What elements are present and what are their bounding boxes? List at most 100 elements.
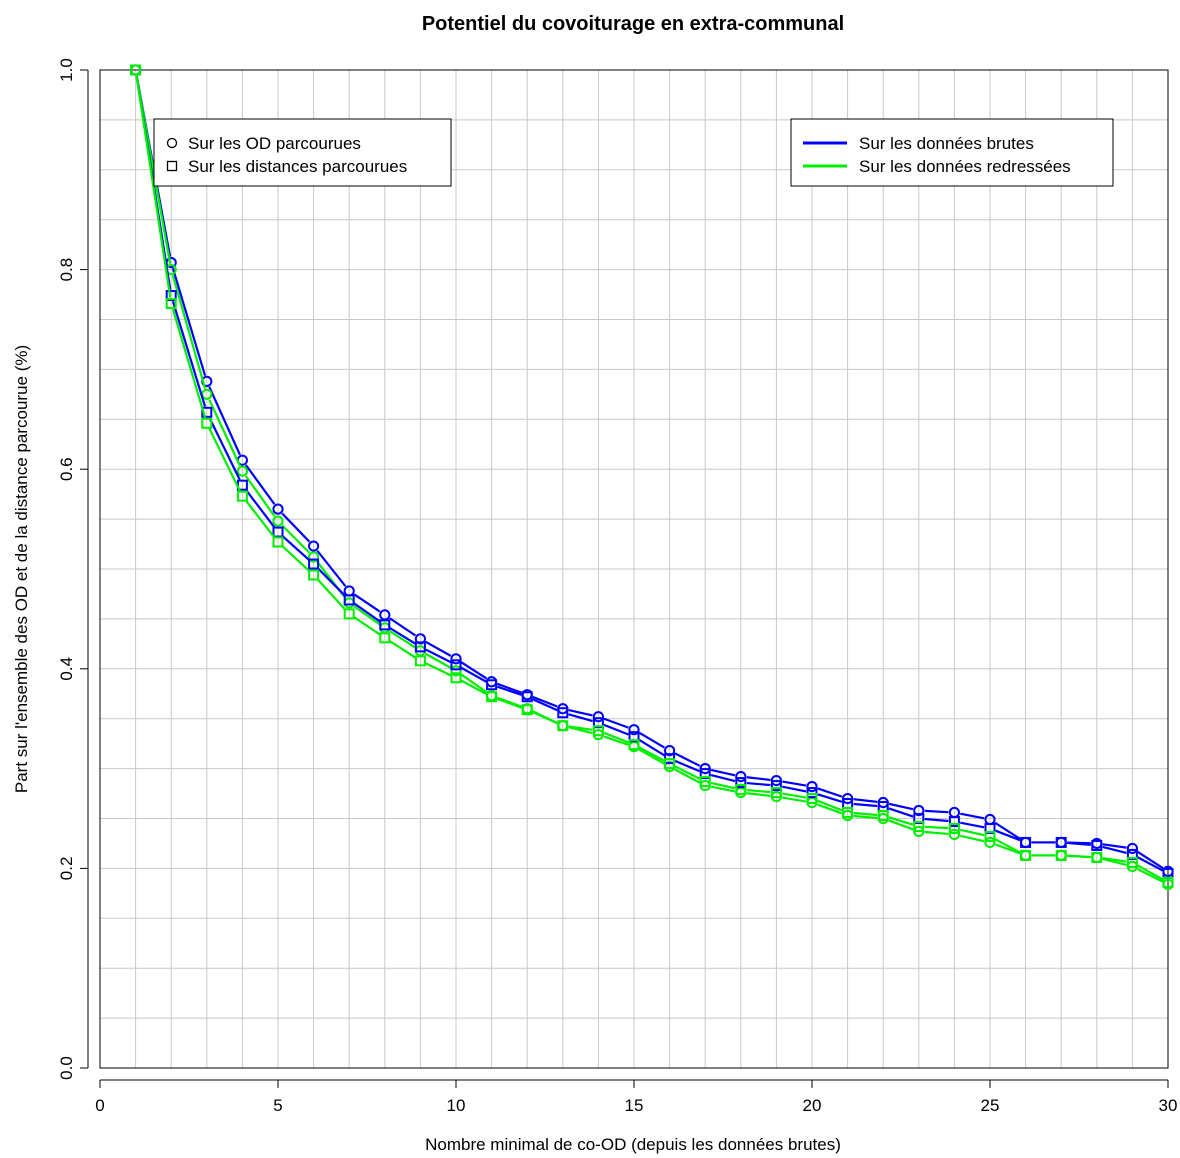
data-point-square xyxy=(308,569,320,581)
x-tick-label: 15 xyxy=(625,1096,644,1115)
series-line-segment xyxy=(281,524,311,554)
data-point-square xyxy=(1162,876,1174,888)
data-point-square xyxy=(735,777,747,789)
series-line-segment xyxy=(171,275,207,389)
series-3 xyxy=(130,64,1174,888)
series-line-segment xyxy=(568,725,593,731)
legend-colors-label-0: Sur les données brutes xyxy=(859,134,1034,153)
legend-markers-label-0: Sur les OD parcourues xyxy=(188,134,361,153)
x-tick-label: 25 xyxy=(981,1096,1000,1115)
y-tick-label: 1.0 xyxy=(57,58,76,82)
y-axis: 0.0 0.2 0.4 0.6 0.8 1.0 xyxy=(57,58,89,1080)
data-point-circle xyxy=(450,665,462,677)
series-line-segment xyxy=(853,811,878,817)
series-line-segment xyxy=(389,627,416,645)
series-line-segment xyxy=(746,776,771,782)
series-line-segment xyxy=(603,735,629,746)
data-point-square xyxy=(1055,836,1067,848)
series-line-segment xyxy=(888,802,914,811)
series-line-segment xyxy=(1102,857,1127,863)
chart-title: Potentiel du covoiturage en extra-commun… xyxy=(422,13,844,35)
data-point-square xyxy=(1126,848,1138,860)
data-point-square xyxy=(628,739,640,751)
data-point-circle xyxy=(806,780,818,793)
x-axis-label: Nombre minimal de co-OD (depuis les donn… xyxy=(425,1135,841,1154)
x-tick-label: 0 xyxy=(95,1096,104,1115)
series-line-segment xyxy=(171,308,207,418)
data-point-square xyxy=(165,290,177,302)
x-tick-label: 5 xyxy=(273,1096,282,1115)
series-line-segment xyxy=(603,723,629,736)
series-line-segment xyxy=(960,821,985,829)
data-point-circle xyxy=(913,804,925,817)
data-point-circle xyxy=(308,551,320,563)
data-point-square xyxy=(592,717,604,729)
data-point-square xyxy=(379,632,391,644)
series-line-segment xyxy=(1136,850,1164,870)
data-point-circle xyxy=(984,836,996,849)
series-line-segment xyxy=(460,673,488,694)
series-2 xyxy=(130,64,1174,879)
series-line-segment xyxy=(532,711,558,725)
series-line-segment xyxy=(425,648,452,664)
data-point-circle xyxy=(414,633,426,645)
series-line-segment xyxy=(710,768,736,777)
data-point-square xyxy=(1091,839,1103,851)
series-line-segment xyxy=(425,662,452,677)
data-point-square xyxy=(414,655,426,667)
data-point-square xyxy=(308,558,320,570)
series-line-segment xyxy=(208,399,241,467)
data-point-square xyxy=(343,608,355,620)
series-line-segment xyxy=(782,780,807,787)
series-line-segment xyxy=(638,746,665,762)
series-line-segment xyxy=(817,803,843,815)
series-line-segment xyxy=(888,807,914,818)
series-line-segment xyxy=(208,386,241,456)
data-point-square xyxy=(948,822,960,834)
series-line-segment xyxy=(460,679,487,695)
series-line-segment xyxy=(353,593,381,613)
series-line-segment xyxy=(496,685,522,696)
data-point-circle xyxy=(664,745,676,757)
series-line-segment xyxy=(995,843,1021,855)
x-tick-label: 10 xyxy=(447,1096,466,1115)
series-line-segment xyxy=(960,812,985,820)
y-tick-label: 0.4 xyxy=(57,657,76,681)
series-line-segment xyxy=(1137,856,1164,872)
data-point-square xyxy=(806,787,818,799)
data-point-square xyxy=(414,641,426,653)
series-line-segment xyxy=(389,617,417,637)
data-point-square xyxy=(699,768,711,780)
data-point-square xyxy=(521,691,533,703)
series-line-segment xyxy=(853,814,878,820)
data-point-square xyxy=(842,807,854,819)
data-point-square xyxy=(557,720,569,732)
series-line-segment xyxy=(1137,868,1164,883)
series-line-segment xyxy=(208,417,241,481)
data-point-square xyxy=(1126,856,1138,868)
data-point-circle xyxy=(450,653,462,665)
series-line-segment xyxy=(710,773,736,783)
series-line-segment xyxy=(817,787,843,798)
series-line-segment xyxy=(603,717,629,729)
series-line-segment xyxy=(281,535,310,561)
data-point-square xyxy=(201,417,213,429)
series-line-segment xyxy=(746,788,771,794)
series-line-segment xyxy=(460,666,487,683)
data-point-circle xyxy=(1126,842,1139,855)
series-line-segment xyxy=(994,838,1021,854)
data-point-square xyxy=(770,780,782,792)
series-line-segment xyxy=(171,268,207,376)
series-line-segment xyxy=(853,802,878,808)
y-axis-label: Part sur l'ensemble des OD et de la dist… xyxy=(12,345,31,793)
data-point-square xyxy=(450,672,462,684)
plot-area xyxy=(99,69,1169,1069)
series-line-segment xyxy=(710,785,736,793)
series-line-segment xyxy=(353,602,381,623)
y-tick-label: 0.0 xyxy=(57,1056,76,1080)
series-line-segment xyxy=(674,759,701,773)
series-line-segment xyxy=(1137,864,1164,881)
data-point-square xyxy=(343,594,355,606)
data-point-square xyxy=(770,787,782,799)
